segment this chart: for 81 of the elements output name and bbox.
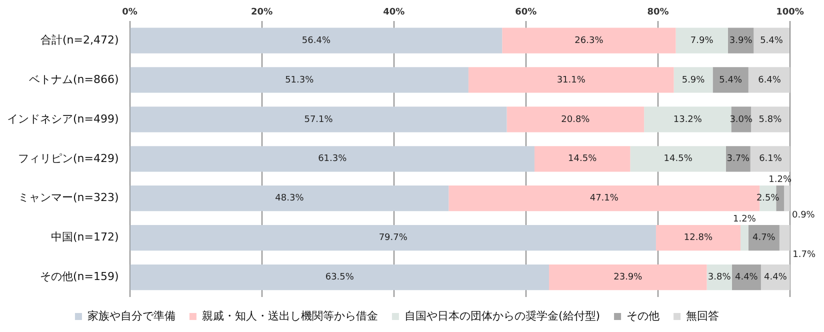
legend-label: その他 — [626, 309, 660, 322]
bar — [502, 28, 676, 54]
data-label: 1.7% — [792, 250, 816, 260]
data-label: 5.9% — [682, 75, 706, 86]
legend-label: 親戚・知人・送出し機関等から借金 — [202, 309, 378, 322]
data-label: 3.7% — [726, 154, 750, 164]
bar — [130, 28, 502, 54]
data-label: 57.1% — [304, 114, 334, 125]
bar — [754, 28, 790, 54]
data-label: 5.4% — [760, 36, 784, 46]
data-label: 14.5% — [568, 154, 598, 164]
data-label: 4.7% — [752, 233, 776, 244]
bar — [130, 106, 507, 132]
bar — [130, 146, 534, 172]
bar — [740, 224, 748, 251]
bar — [748, 67, 790, 93]
legend-label: 無回答 — [686, 309, 720, 322]
bar — [779, 224, 790, 251]
data-label: 1.2% — [768, 174, 792, 185]
data-label: 5.8% — [758, 114, 782, 125]
bar — [630, 146, 726, 172]
data-label: 14.5% — [664, 154, 693, 164]
y-tick-label: 合計(n=2,472) — [40, 33, 119, 46]
data-label: 4.4% — [764, 272, 788, 283]
x-tick-label: 100% — [776, 8, 804, 18]
bar — [549, 264, 707, 290]
bar — [760, 264, 790, 290]
data-label: 4.4% — [734, 272, 758, 283]
bar — [130, 186, 449, 212]
data-label: 3.9% — [729, 36, 753, 46]
bar — [784, 186, 790, 212]
y-tick-label: フィリピン(n=429) — [18, 152, 119, 165]
bar — [751, 106, 790, 132]
bar — [674, 67, 713, 93]
data-label: 5.4% — [719, 75, 742, 86]
y-tick-label: その他(n=159) — [40, 270, 119, 284]
x-tick-label: 0% — [122, 8, 138, 18]
legend-label: 自国や日本の団体からの奨学金(給付型) — [404, 309, 600, 322]
bar — [534, 146, 630, 172]
data-label: 48.3% — [275, 194, 304, 204]
bar — [656, 224, 740, 251]
data-label: 6.4% — [758, 75, 782, 86]
x-tick-label: 80% — [647, 8, 669, 18]
bar — [732, 264, 761, 290]
bar — [712, 67, 748, 93]
data-label: 26.3% — [574, 36, 604, 46]
bar — [468, 67, 674, 93]
data-label: 31.1% — [556, 75, 586, 86]
bar — [506, 106, 644, 132]
data-label: 23.9% — [614, 272, 643, 283]
data-label: 61.3% — [318, 154, 348, 164]
data-label: 6.1% — [759, 154, 782, 164]
bar — [130, 224, 656, 251]
legend-label: 家族や自分で準備 — [87, 309, 176, 322]
bar — [130, 264, 550, 290]
bar — [748, 224, 780, 251]
data-label: 1.2% — [733, 214, 756, 224]
y-tick-label: ベトナム(n=866) — [28, 72, 119, 86]
data-label: 3.8% — [708, 272, 732, 283]
x-tick-label: 60% — [515, 8, 537, 18]
y-tick-label: 中国(n=172) — [50, 230, 119, 244]
x-tick-label: 40% — [383, 8, 405, 18]
data-label: 7.9% — [690, 36, 714, 46]
data-label: 2.5% — [756, 194, 780, 204]
data-label: 56.4% — [302, 36, 331, 46]
data-label: 63.5% — [325, 272, 354, 283]
bar — [676, 28, 728, 54]
data-label: 0.9% — [792, 210, 816, 221]
bar — [750, 146, 790, 172]
x-tick-label: 20% — [251, 8, 273, 18]
data-label: 79.7% — [378, 233, 408, 244]
bar — [130, 67, 468, 93]
data-label: 20.8% — [561, 114, 590, 125]
data-label: 13.2% — [673, 114, 702, 125]
data-label: 47.1% — [590, 194, 619, 204]
data-label: 51.3% — [285, 75, 314, 86]
y-tick-label: ミャンマー(n=323) — [18, 191, 119, 204]
data-label: 12.8% — [684, 233, 713, 244]
data-label: 3.0% — [730, 114, 754, 125]
bar — [644, 106, 732, 132]
y-tick-label: インドネシア(n=499) — [6, 112, 119, 126]
